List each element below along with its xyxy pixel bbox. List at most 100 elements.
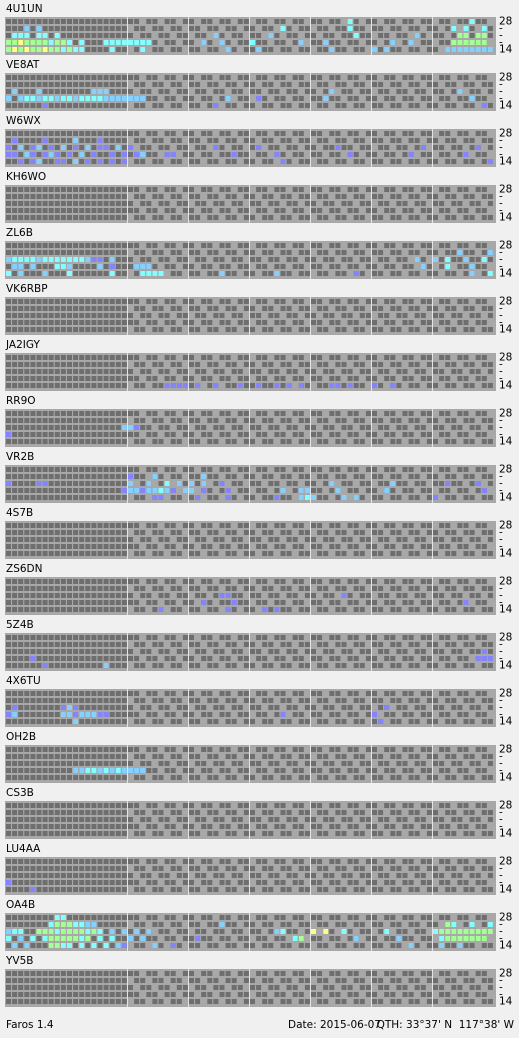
empty-slot [323,775,329,780]
empty-slot [67,383,72,388]
empty-slot [286,698,292,703]
empty-slot [256,593,262,598]
empty-slot [378,159,384,164]
empty-slot [79,208,85,213]
empty-slot [85,551,91,556]
empty-slot [414,271,420,276]
empty-slot [207,803,213,808]
empty-slot [121,320,127,325]
empty-slot [128,376,133,381]
signal-cell [121,159,127,164]
empty-slot [67,656,72,661]
signal-cell [487,656,493,661]
empty-slot [36,418,42,423]
empty-slot [79,432,85,437]
empty-slot [469,663,475,668]
empty-slot [91,355,97,360]
empty-slot [347,523,353,528]
empty-slot [408,19,414,24]
empty-slot [237,691,243,696]
empty-slot [219,299,225,304]
signal-cell [213,145,219,150]
empty-slot [323,313,329,318]
empty-slot [298,579,304,584]
empty-slot [274,264,280,269]
empty-slot [286,159,292,164]
empty-slot [365,817,371,822]
empty-slot [317,810,323,815]
empty-slot [73,243,79,248]
empty-slot [317,215,323,220]
empty-slot [24,754,30,759]
empty-slot [372,138,377,143]
empty-slot [439,89,445,94]
empty-slot [225,152,231,157]
empty-slot [426,607,432,612]
empty-slot [487,719,493,724]
empty-slot [54,775,60,780]
empty-slot [79,719,85,724]
empty-slot [396,495,402,500]
empty-slot [304,138,310,143]
empty-slot [182,579,188,584]
empty-slot [280,600,286,605]
empty-slot [121,754,127,759]
empty-slot [445,768,451,773]
empty-slot [280,194,286,199]
empty-slot [54,243,60,248]
empty-slot [121,327,127,332]
signal-cell [67,271,72,276]
empty-slot [359,271,365,276]
signal-cell [12,152,18,157]
empty-slot [36,313,42,318]
empty-slot [481,194,487,199]
station-name: W6WX [6,115,41,127]
empty-slot [170,607,176,612]
empty-slot [225,642,231,647]
empty-slot [134,432,140,437]
empty-slot [128,593,133,598]
empty-slot [30,26,36,31]
empty-slot [48,523,54,528]
empty-slot [103,656,109,661]
empty-slot [60,761,66,766]
empty-slot [201,705,207,710]
empty-slot [378,313,384,318]
empty-slot [304,810,310,815]
signal-cell [201,600,207,605]
empty-slot [12,131,18,136]
empty-slot [170,75,176,80]
empty-slot [286,474,292,479]
signal-cell [274,607,280,612]
empty-slot [109,719,115,724]
empty-slot [170,712,176,717]
empty-slot [164,355,170,360]
empty-slot [146,187,152,192]
empty-slot [298,19,304,24]
empty-slot [121,215,127,220]
empty-slot [487,26,493,31]
empty-slot [353,215,359,220]
empty-slot [408,824,414,829]
empty-slot [274,40,280,45]
empty-slot [91,19,97,24]
empty-slot [121,271,127,276]
empty-slot [262,691,268,696]
empty-slot [451,754,457,759]
empty-slot [54,600,60,605]
empty-slot [280,810,286,815]
empty-slot [67,607,72,612]
empty-slot [24,481,30,486]
empty-slot [6,607,11,612]
empty-slot [189,642,194,647]
empty-slot [414,586,420,591]
empty-slot [42,26,48,31]
empty-slot [91,698,97,703]
empty-slot [189,362,194,367]
empty-slot [121,656,127,661]
empty-slot [48,698,54,703]
empty-slot [67,586,72,591]
empty-slot [176,474,182,479]
empty-slot [54,82,60,87]
empty-slot [60,607,66,612]
